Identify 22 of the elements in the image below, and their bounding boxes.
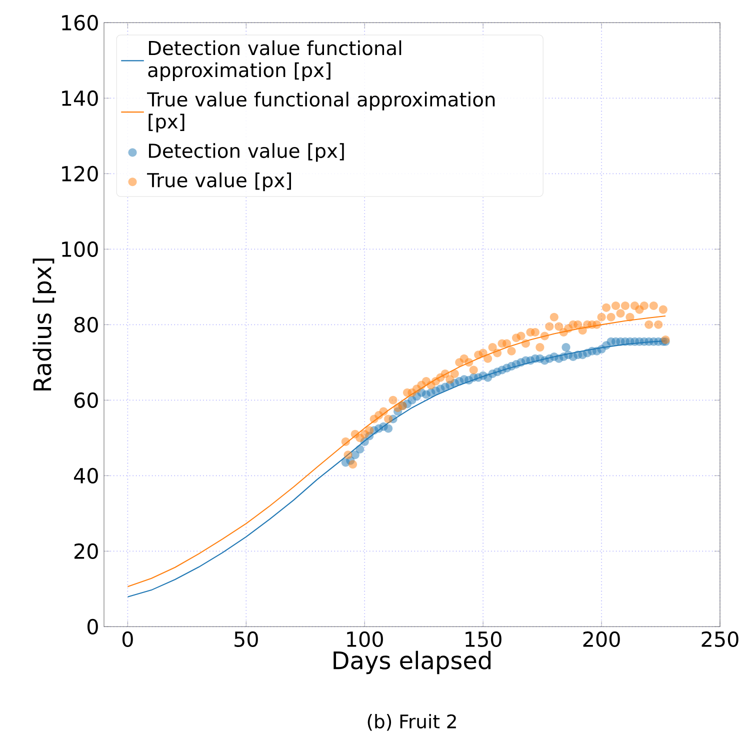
y-axis-title: Radius [px] xyxy=(32,258,56,390)
x-tick-label: 0 xyxy=(122,631,133,648)
x-tick-label: 250 xyxy=(702,631,738,648)
x-tick-label: 50 xyxy=(234,631,258,648)
x-axis-title: Days elapsed xyxy=(334,650,491,674)
legend-label: Detection value functional approximation [px] xyxy=(148,40,402,82)
legend-label: True value [px] xyxy=(147,172,291,192)
y-tick-label: 40 xyxy=(74,468,98,484)
text: (b) Fruit 2 xyxy=(368,714,456,731)
y-tick-label: 20 xyxy=(74,543,98,559)
y-tick-label: 140 xyxy=(62,90,98,106)
y-tick-label: 120 xyxy=(62,166,98,182)
x-tick-label: 200 xyxy=(583,631,620,648)
y-tick-label: 100 xyxy=(62,241,98,257)
y-tick-label: 160 xyxy=(62,14,98,30)
y-tick-label: 80 xyxy=(74,316,98,332)
y-tick-label: 0 xyxy=(88,618,98,634)
x-tick-label: 100 xyxy=(347,631,383,648)
x-tick-label: 150 xyxy=(466,631,502,648)
legend-label: True value functional approximation [px] xyxy=(147,92,495,132)
y-tick-label: 60 xyxy=(74,392,98,408)
legend-label: Detection value [px] xyxy=(148,143,344,162)
